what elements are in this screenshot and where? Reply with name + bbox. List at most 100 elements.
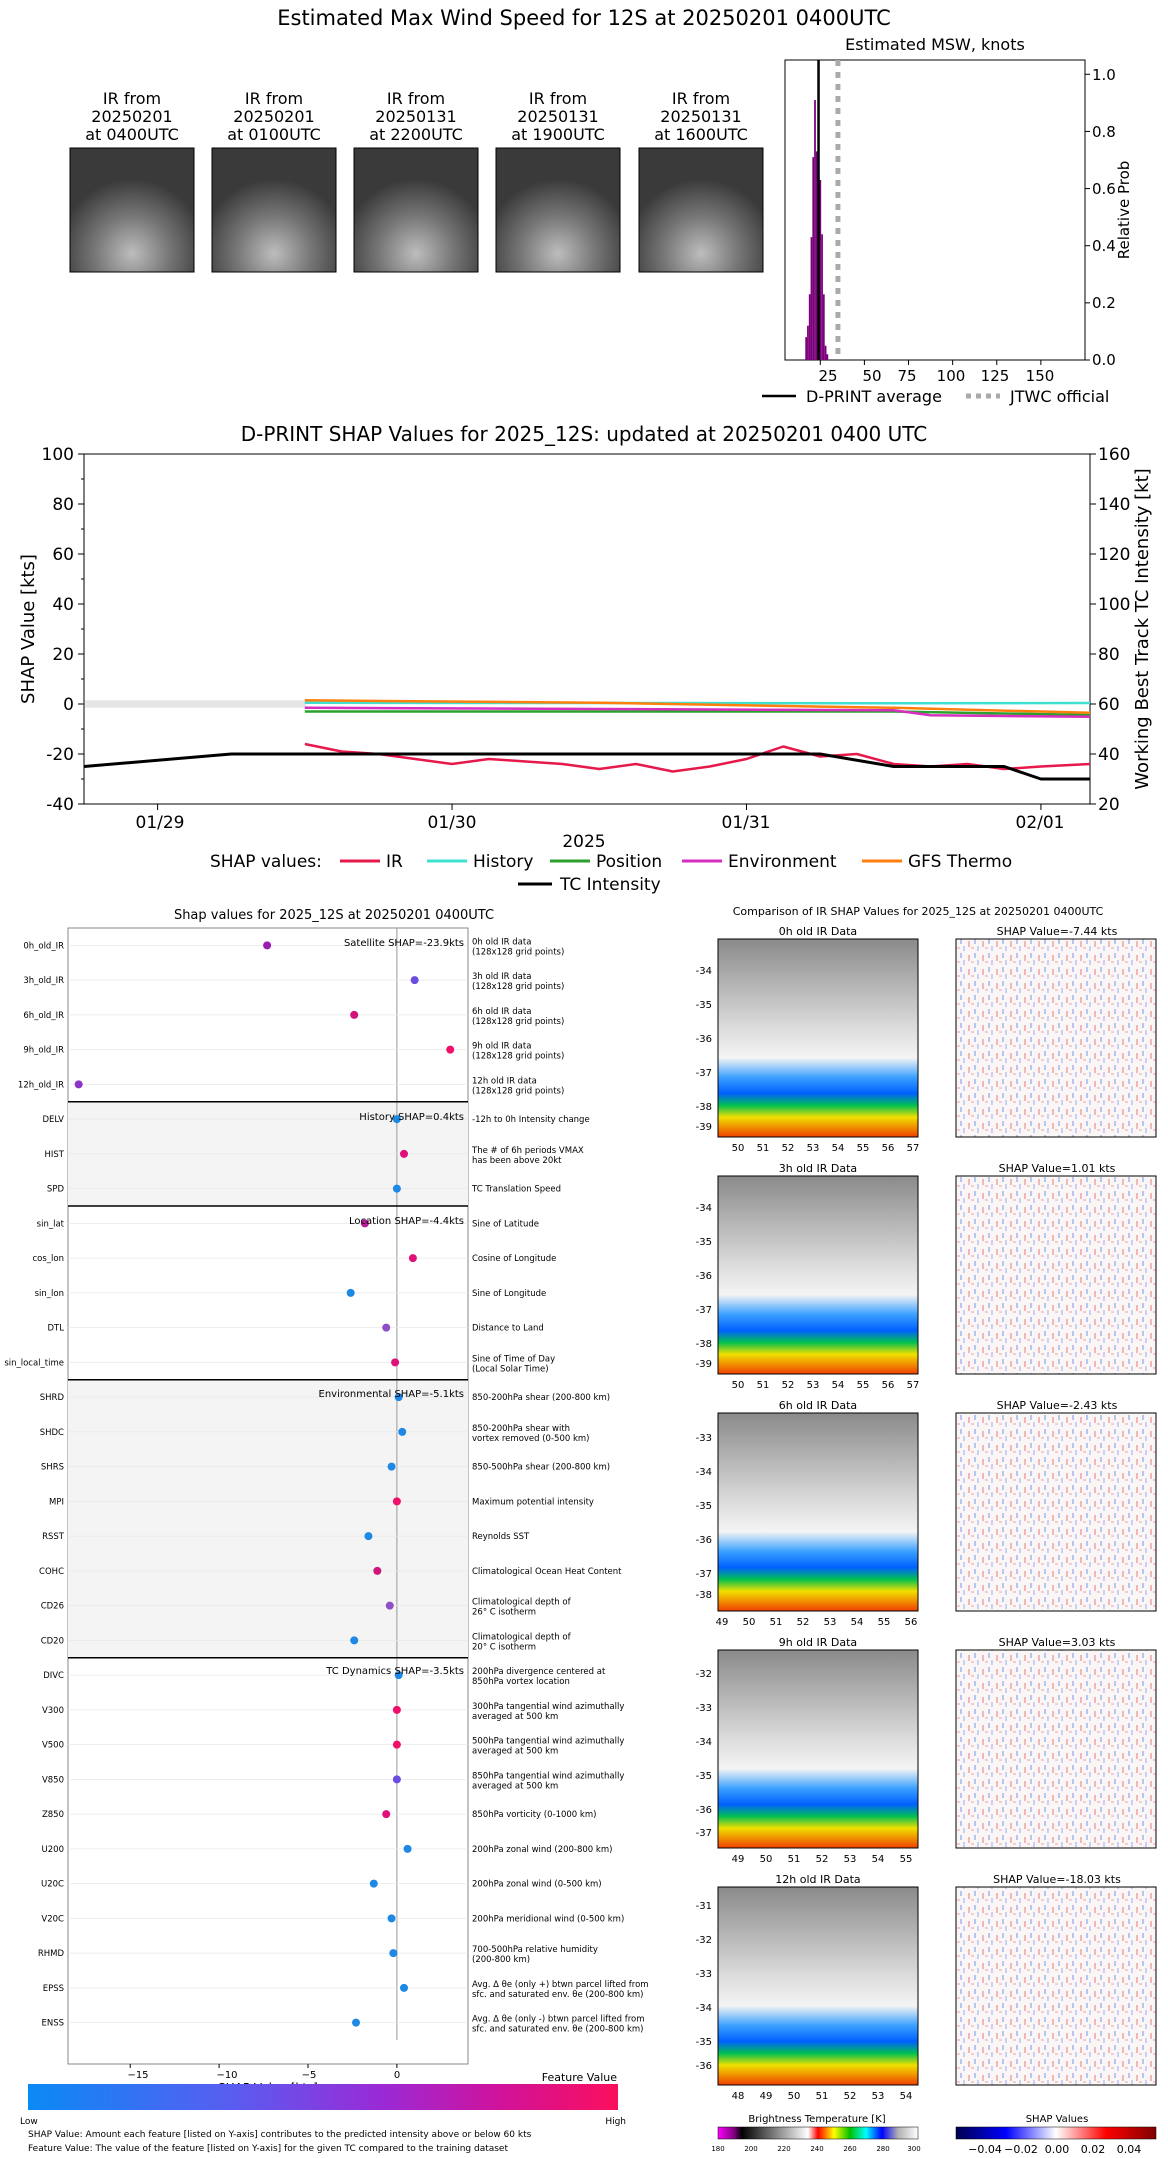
ts-xtick: 01/30 bbox=[428, 813, 477, 833]
feature-description: 3h old IR data bbox=[472, 972, 531, 982]
feature-name: MPI bbox=[49, 1497, 64, 1507]
feature-name: CD20 bbox=[41, 1636, 64, 1646]
bt-colorbar-label: Brightness Temperature [K] bbox=[748, 2114, 885, 2125]
comparison-row: 0h old IR Data SHAP Value=-7.44 kts -34 … bbox=[696, 925, 1157, 1154]
ir-xtick: 50 bbox=[788, 2091, 801, 2102]
feature-description: Climatological depth of bbox=[472, 1598, 572, 1608]
sv-colorbar-gradient bbox=[955, 2126, 1157, 2140]
feature-name: V20C bbox=[41, 1914, 64, 1924]
histogram-bar bbox=[821, 234, 823, 360]
feature-shap-dot bbox=[394, 1671, 403, 1680]
histogram-bar bbox=[812, 157, 815, 360]
bt-colorbar-gradient bbox=[717, 2126, 919, 2140]
hist-xtick-label: 50 bbox=[862, 367, 881, 385]
ir-xtick: 51 bbox=[770, 1617, 783, 1628]
shap-title: SHAP Value=1.01 kts bbox=[999, 1162, 1116, 1175]
ts-ytick-left: 20 bbox=[52, 645, 74, 665]
ir-ytick: -37 bbox=[696, 1828, 712, 1839]
feature-name: RHMD bbox=[38, 1949, 65, 1959]
ir-ytick: -32 bbox=[696, 1935, 712, 1946]
feature-shap-dot bbox=[398, 1427, 407, 1436]
ir-xtick: 57 bbox=[907, 1380, 920, 1391]
colorbar-low: Low bbox=[20, 2117, 38, 2127]
ir-ytick: -32 bbox=[696, 1669, 712, 1680]
ir-xtick: 51 bbox=[788, 1854, 801, 1865]
ts-ytick-right: 100 bbox=[1098, 595, 1130, 615]
feature-description: -12h to 0h Intensity change bbox=[472, 1115, 590, 1125]
feature-description: (128x128 grid points) bbox=[472, 982, 564, 992]
sv-colorbar-label: SHAP Values bbox=[1026, 2114, 1089, 2125]
shap-image bbox=[955, 1649, 1157, 1849]
ts-ytick-left: 80 bbox=[52, 495, 74, 515]
feature-name: EPSS bbox=[43, 1984, 64, 1994]
shap-colorbar: SHAP Values −0.04 −0.02 0.00 0.02 0.04 bbox=[955, 2114, 1157, 2156]
feature-shap-dot bbox=[391, 1358, 400, 1367]
feature-name: cos_lon bbox=[32, 1254, 64, 1264]
ir-ytick: -35 bbox=[696, 1771, 712, 1782]
hist-ytick-label: 0.6 bbox=[1092, 180, 1116, 198]
page-title: Estimated Max Wind Speed for 12S at 2025… bbox=[277, 6, 891, 30]
comparison-row: 6h old IR Data SHAP Value=-2.43 kts -33 … bbox=[696, 1399, 1157, 1628]
feature-rows: 0h_old_IR 0h old IR data(128x128 grid poi… bbox=[4, 928, 649, 2068]
ir-ytick: -37 bbox=[696, 1569, 712, 1580]
feature-description: Maximum potential intensity bbox=[472, 1497, 594, 1507]
feature-description: (128x128 grid points) bbox=[472, 1017, 564, 1027]
colorbar-title: Feature Value bbox=[542, 2071, 618, 2084]
ir-thumbnail-image bbox=[353, 147, 479, 273]
series-line-position bbox=[304, 710, 1091, 717]
feature-shap-dot bbox=[446, 1045, 455, 1054]
ir-xtick: 50 bbox=[732, 1380, 745, 1391]
ir-xtick: 55 bbox=[857, 1143, 870, 1154]
feature-description: Distance to Land bbox=[472, 1324, 544, 1334]
feature-shap-dot bbox=[385, 1601, 394, 1610]
histogram-bar bbox=[822, 294, 825, 360]
feature-shap-dot bbox=[263, 941, 272, 950]
feature-name: 9h_old_IR bbox=[23, 1046, 64, 1056]
ir-xtick: 54 bbox=[832, 1143, 845, 1154]
feature-description: Cosine of Longitude bbox=[472, 1254, 556, 1264]
ir-title: 6h old IR Data bbox=[779, 1399, 857, 1412]
feature-description: (128x128 grid points) bbox=[472, 1052, 564, 1062]
feature-description: 9h old IR data bbox=[472, 1042, 531, 1052]
legend-ir-label: IR bbox=[386, 852, 403, 872]
ir-ytick: -36 bbox=[696, 1271, 712, 1282]
feature-shap-dot bbox=[352, 2018, 360, 2027]
ir-title: 12h old IR Data bbox=[775, 1873, 860, 1886]
feature-shap-dot bbox=[360, 1219, 369, 1228]
feature-description: vortex removed (0-500 km) bbox=[472, 1434, 589, 1444]
hist-ylabel: Relative Prob bbox=[1115, 161, 1133, 260]
ir-ytick: -36 bbox=[696, 2061, 712, 2072]
shap-image bbox=[955, 1412, 1157, 1612]
thumb-caption-line3: at 1900UTC bbox=[511, 125, 605, 144]
feature-name: Z850 bbox=[42, 1810, 64, 1820]
feature-description: 700-500hPa relative humidity bbox=[472, 1945, 598, 1955]
ir-xtick: 55 bbox=[878, 1617, 891, 1628]
ir-ytick: -38 bbox=[696, 1339, 712, 1350]
feature-name: U200 bbox=[42, 1845, 64, 1855]
ir-ytick: -33 bbox=[696, 1969, 712, 1980]
feature-shap-dot bbox=[389, 1949, 398, 1958]
colorbar-high: High bbox=[605, 2117, 626, 2127]
bt-tick: 240 bbox=[810, 2145, 823, 2153]
feature-name: U20C bbox=[41, 1880, 64, 1890]
group-label: TC Dynamics SHAP=-3.5kts bbox=[325, 1666, 464, 1677]
ir-ytick: -36 bbox=[696, 1535, 712, 1546]
feature-shap-dot bbox=[408, 1254, 417, 1263]
feature-description: 300hPa tangential wind azimuthally bbox=[472, 1702, 624, 1712]
ir-title: 9h old IR Data bbox=[779, 1636, 857, 1649]
feature-xtick: −5 bbox=[302, 2070, 317, 2081]
feature-description: (128x128 grid points) bbox=[472, 947, 564, 957]
ir-xtick: 54 bbox=[900, 2091, 913, 2102]
footnote-feature-value: Feature Value: The value of the feature … bbox=[28, 2144, 508, 2154]
timeseries-axis-labels: -40 -20 0 20 40 60 80 100 20 40 60 80 10… bbox=[18, 445, 1153, 852]
histogram-bar bbox=[810, 237, 813, 360]
histogram-marks bbox=[805, 60, 841, 361]
feature-shap-dot bbox=[74, 1080, 83, 1089]
ts-xtick: 01/29 bbox=[136, 813, 185, 833]
ir-xtick: 52 bbox=[782, 1380, 795, 1391]
footnote-shap-value: SHAP Value: Amount each feature [listed … bbox=[28, 2130, 532, 2140]
histogram-bar bbox=[807, 325, 809, 360]
feature-description: 12h old IR data bbox=[472, 1076, 537, 1086]
thumb-caption-line1: IR from bbox=[245, 89, 303, 108]
feature-name: sin_lon bbox=[35, 1289, 64, 1299]
